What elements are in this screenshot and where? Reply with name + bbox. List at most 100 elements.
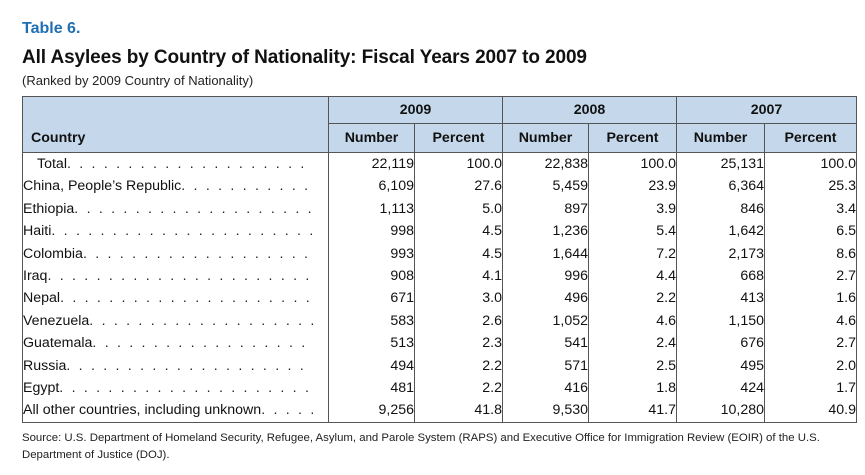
year-header-2008: 2008 xyxy=(502,96,677,124)
number-cell-2009: 494 xyxy=(328,354,415,378)
country-cell: Iraq . . . . . . . . . . . . . . . . . .… xyxy=(22,265,329,288)
percent-cell-2008: 2.4 xyxy=(588,332,677,355)
country-name: Total xyxy=(37,156,67,172)
country-cell: Egypt . . . . . . . . . . . . . . . . . … xyxy=(22,377,329,400)
percent-cell-2009: 41.8 xyxy=(414,399,503,423)
number-cell-2008: 1,052 xyxy=(502,309,589,333)
number-cell-2009: 6,109 xyxy=(328,175,415,198)
column-header-row: Country Number Percent Number Percent Nu… xyxy=(22,123,857,153)
leader-dots: . . . . . . . . . . . . . . . . . . . . … xyxy=(181,178,313,195)
number-cell-2008: 496 xyxy=(502,287,589,310)
number-cell-2007: 2,173 xyxy=(676,242,765,266)
leader-dots: . . . . . . . . . . . . . . . . . . . . … xyxy=(74,200,313,217)
asylees-table: 2009 2008 2007 Country Number Percent Nu… xyxy=(22,96,857,423)
table-row: Venezuela . . . . . . . . . . . . . . . … xyxy=(22,309,857,333)
percent-cell-2009: 3.0 xyxy=(414,287,503,310)
percent-cell-2009: 4.5 xyxy=(414,220,503,243)
country-name: All other countries, including unknown xyxy=(23,402,262,419)
percent-cell-2009: 2.6 xyxy=(414,309,503,333)
country-name: Egypt xyxy=(23,380,60,397)
number-cell-2007: 25,131 xyxy=(676,152,765,176)
number-cell-2007: 495 xyxy=(676,354,765,378)
percent-cell-2008: 2.2 xyxy=(588,287,677,310)
country-cell: Ethiopia . . . . . . . . . . . . . . . .… xyxy=(22,197,329,221)
percent-cell-2008: 2.5 xyxy=(588,354,677,378)
number-header-2007: Number xyxy=(676,123,765,153)
leader-dots: . . . . . . . . . . . . . . . . . . . . … xyxy=(47,268,313,285)
number-cell-2009: 908 xyxy=(328,265,415,288)
number-cell-2007: 10,280 xyxy=(676,399,765,423)
percent-cell-2008: 4.4 xyxy=(588,265,677,288)
country-cell: Guatemala . . . . . . . . . . . . . . . … xyxy=(22,332,329,355)
table-row: Iraq . . . . . . . . . . . . . . . . . .… xyxy=(22,265,857,288)
country-cell: Haiti . . . . . . . . . . . . . . . . . … xyxy=(22,220,329,243)
country-name: Russia xyxy=(23,357,67,374)
number-cell-2008: 996 xyxy=(502,265,589,288)
percent-cell-2009: 5.0 xyxy=(414,197,503,221)
percent-cell-2008: 5.4 xyxy=(588,220,677,243)
country-name: Colombia xyxy=(23,245,83,262)
percent-cell-2007: 2.0 xyxy=(764,354,857,378)
percent-cell-2009: 4.5 xyxy=(414,242,503,266)
leader-dots: . . . . . . . . . . . . . . . . . . . . … xyxy=(82,245,313,262)
percent-cell-2007: 100.0 xyxy=(764,152,857,176)
country-cell: All other countries, including unknown .… xyxy=(22,399,329,423)
number-cell-2009: 993 xyxy=(328,242,415,266)
number-cell-2009: 22,119 xyxy=(328,152,415,176)
leader-dots: . . . . . . . . . . . . . . . . . . . . … xyxy=(51,223,313,240)
number-cell-2008: 897 xyxy=(502,197,589,221)
country-name: Iraq xyxy=(23,268,48,285)
number-cell-2008: 5,459 xyxy=(502,175,589,198)
country-cell: Russia . . . . . . . . . . . . . . . . .… xyxy=(22,354,329,378)
percent-cell-2008: 100.0 xyxy=(588,152,677,176)
number-cell-2009: 9,256 xyxy=(328,399,415,423)
number-cell-2009: 513 xyxy=(328,332,415,355)
year-header-2007: 2007 xyxy=(676,96,857,124)
leader-dots: . . . . . . . . . . . . . . . . . . . . … xyxy=(261,402,313,419)
number-cell-2008: 416 xyxy=(502,377,589,400)
number-cell-2009: 998 xyxy=(328,220,415,243)
number-cell-2007: 6,364 xyxy=(676,175,765,198)
country-cell: Nepal . . . . . . . . . . . . . . . . . … xyxy=(22,287,329,310)
number-cell-2007: 846 xyxy=(676,197,765,221)
table-row: Haiti . . . . . . . . . . . . . . . . . … xyxy=(22,220,857,243)
percent-cell-2007: 25.3 xyxy=(764,175,857,198)
header-blank-cell xyxy=(22,96,329,124)
percent-cell-2008: 7.2 xyxy=(588,242,677,266)
table-row: Nepal . . . . . . . . . . . . . . . . . … xyxy=(22,287,857,310)
table-row: Guatemala . . . . . . . . . . . . . . . … xyxy=(22,332,857,355)
number-header-2008: Number xyxy=(502,123,589,153)
year-header-row: 2009 2008 2007 xyxy=(22,96,857,124)
number-cell-2008: 22,838 xyxy=(502,152,589,176)
table-row: China, People’s Republic . . . . . . . .… xyxy=(22,175,857,198)
table-row: All other countries, including unknown .… xyxy=(22,399,857,423)
number-cell-2007: 413 xyxy=(676,287,765,310)
leader-dots: . . . . . . . . . . . . . . . . . . . . … xyxy=(60,290,313,307)
percent-cell-2007: 1.7 xyxy=(764,377,857,400)
country-name: China, People’s Republic xyxy=(23,178,182,195)
number-cell-2008: 1,644 xyxy=(502,242,589,266)
leader-dots: . . . . . . . . . . . . . . . . . . . . … xyxy=(59,380,313,397)
leader-dots: . . . . . . . . . . . . . . . . . . . . … xyxy=(66,156,313,172)
table-body: Total . . . . . . . . . . . . . . . . . … xyxy=(22,152,857,423)
number-cell-2007: 1,150 xyxy=(676,309,765,333)
table-row: Russia . . . . . . . . . . . . . . . . .… xyxy=(22,354,857,378)
number-cell-2008: 541 xyxy=(502,332,589,355)
number-cell-2009: 481 xyxy=(328,377,415,400)
country-name: Ethiopia xyxy=(23,200,75,217)
document: Table 6. All Asylees by Country of Natio… xyxy=(22,18,858,464)
number-cell-2008: 571 xyxy=(502,354,589,378)
percent-cell-2008: 3.9 xyxy=(588,197,677,221)
percent-cell-2008: 23.9 xyxy=(588,175,677,198)
leader-dots: . . . . . . . . . . . . . . . . . . . . … xyxy=(92,335,313,352)
country-cell: Total . . . . . . . . . . . . . . . . . … xyxy=(22,152,329,176)
percent-cell-2007: 1.6 xyxy=(764,287,857,310)
country-name: Venezuela xyxy=(23,312,90,329)
leader-dots: . . . . . . . . . . . . . . . . . . . . … xyxy=(66,357,313,374)
percent-cell-2009: 2.2 xyxy=(414,354,503,378)
percent-cell-2009: 100.0 xyxy=(414,152,503,176)
percent-cell-2009: 2.2 xyxy=(414,377,503,400)
percent-cell-2008: 41.7 xyxy=(588,399,677,423)
number-cell-2008: 9,530 xyxy=(502,399,589,423)
number-cell-2007: 424 xyxy=(676,377,765,400)
